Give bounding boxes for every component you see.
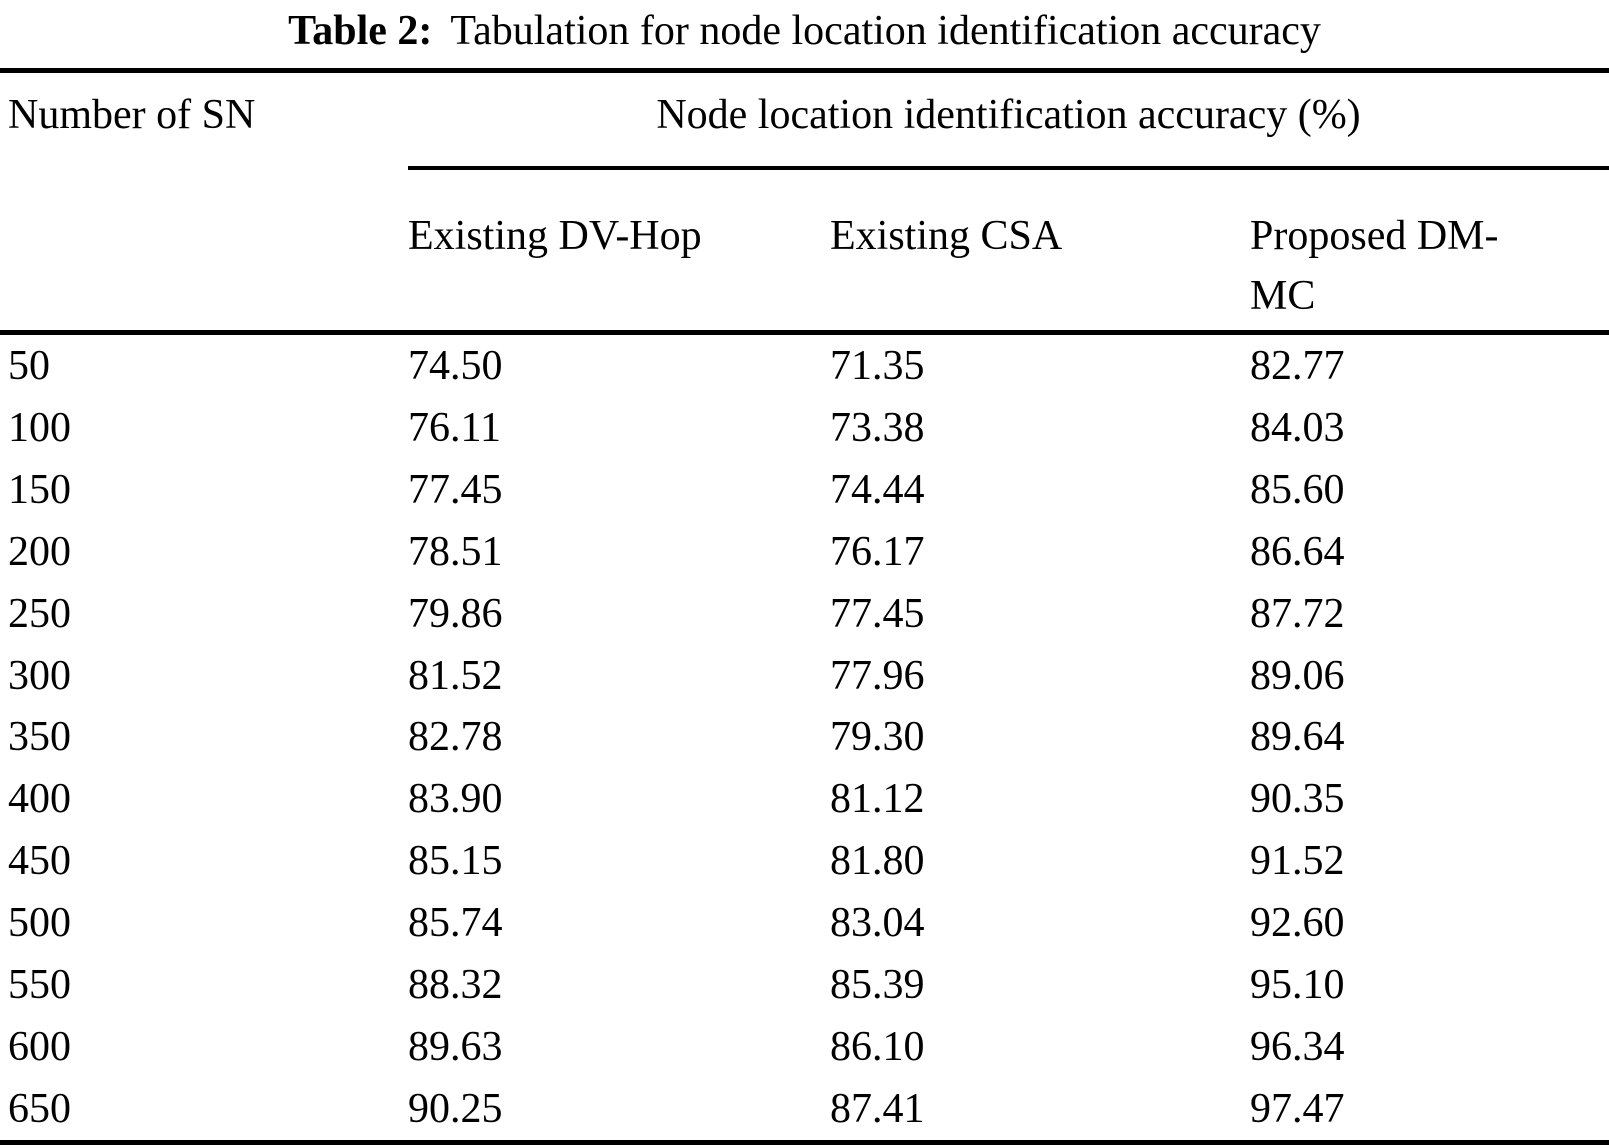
value-cell: 91.52 <box>1250 838 1345 885</box>
row-label-cell: 150 <box>8 466 71 513</box>
row-label-cell: 250 <box>8 590 71 637</box>
row-label-cell: 550 <box>8 962 71 1009</box>
table-row: 400 83.90 81.12 90.35 <box>0 768 1609 830</box>
value-cell: 85.39 <box>830 962 925 1009</box>
value-cell: 87.72 <box>1250 590 1345 637</box>
value-cell: 79.86 <box>408 590 503 637</box>
column-group-header-accuracy: Node location identification accuracy (%… <box>408 73 1609 170</box>
value-cell: 86.10 <box>830 1024 925 1071</box>
value-cell: 77.45 <box>408 466 503 513</box>
subheader-spacer <box>0 170 408 330</box>
value-cell: 89.06 <box>1250 652 1345 699</box>
row-label-cell: 300 <box>8 652 71 699</box>
table-caption: Table 2: Tabulation for node location ide… <box>0 0 1609 68</box>
value-cell: 81.12 <box>830 776 925 823</box>
value-cell: 77.96 <box>830 652 925 699</box>
row-label-cell: 50 <box>8 342 50 389</box>
row-label-cell: 200 <box>8 528 71 575</box>
value-cell: 82.78 <box>408 714 503 761</box>
column-header-proposed-dm-mc: Proposed DM-MC <box>1250 213 1499 319</box>
value-cell: 81.52 <box>408 652 503 699</box>
value-cell: 85.74 <box>408 900 503 947</box>
value-cell: 88.32 <box>408 962 503 1009</box>
table-row: 250 79.86 77.45 87.72 <box>0 583 1609 645</box>
value-cell: 83.90 <box>408 776 503 823</box>
table-row: 200 78.51 76.17 86.64 <box>0 521 1609 583</box>
value-cell: 84.03 <box>1250 404 1345 451</box>
value-cell: 87.41 <box>830 1086 925 1133</box>
value-cell: 82.77 <box>1250 342 1345 389</box>
table-row: 350 82.78 79.30 89.64 <box>0 707 1609 769</box>
table-row: 650 90.25 87.41 97.47 <box>0 1078 1609 1140</box>
table-body: 50 74.50 71.35 82.77 100 76.11 73.38 84.03 150 77… <box>0 335 1609 1140</box>
value-cell: 81.80 <box>830 838 925 885</box>
value-cell: 73.38 <box>830 404 925 451</box>
value-cell: 85.60 <box>1250 466 1345 513</box>
column-header-existing-csa: Existing CSA <box>830 213 1063 259</box>
row-label-cell: 450 <box>8 838 71 885</box>
value-cell: 76.11 <box>408 404 501 451</box>
value-cell: 76.17 <box>830 528 925 575</box>
table-subheader-row: Existing DV-Hop Existing CSA Proposed DM… <box>0 170 1609 330</box>
column-header-existing-dv-hop: Existing DV-Hop <box>408 213 702 259</box>
row-label-cell: 100 <box>8 404 71 451</box>
row-label-cell: 350 <box>8 714 71 761</box>
table-caption-text: Tabulation for node location identificat… <box>450 8 1321 54</box>
value-cell: 90.35 <box>1250 776 1345 823</box>
table-bottom-rule <box>0 1140 1609 1145</box>
table-top-rule <box>0 68 1609 73</box>
row-label-cell: 400 <box>8 776 71 823</box>
column-header-number-of-sn: Number of SN <box>8 92 256 138</box>
table-row: 500 85.74 83.04 92.60 <box>0 892 1609 954</box>
row-label-cell: 600 <box>8 1024 71 1071</box>
row-label-cell: 500 <box>8 900 71 947</box>
value-cell: 74.50 <box>408 342 503 389</box>
value-cell: 85.15 <box>408 838 503 885</box>
value-cell: 90.25 <box>408 1086 503 1133</box>
value-cell: 97.47 <box>1250 1086 1345 1133</box>
table-row: 450 85.15 81.80 91.52 <box>0 830 1609 892</box>
table-caption-label: Table 2: <box>288 8 433 54</box>
table-header-group-row: Number of SN Node location identificatio… <box>0 73 1609 170</box>
table-row: 600 89.63 86.10 96.34 <box>0 1016 1609 1078</box>
value-cell: 74.44 <box>830 466 925 513</box>
value-cell: 96.34 <box>1250 1024 1345 1071</box>
row-label-cell: 650 <box>8 1086 71 1133</box>
value-cell: 79.30 <box>830 714 925 761</box>
table-row: 300 81.52 77.96 89.06 <box>0 645 1609 707</box>
value-cell: 77.45 <box>830 590 925 637</box>
value-cell: 86.64 <box>1250 528 1345 575</box>
value-cell: 89.64 <box>1250 714 1345 761</box>
value-cell: 78.51 <box>408 528 503 575</box>
value-cell: 92.60 <box>1250 900 1345 947</box>
table-row: 100 76.11 73.38 84.03 <box>0 397 1609 459</box>
value-cell: 83.04 <box>830 900 925 947</box>
table-row: 50 74.50 71.35 82.77 <box>0 335 1609 397</box>
value-cell: 95.10 <box>1250 962 1345 1009</box>
table-header-rule <box>0 330 1609 335</box>
value-cell: 89.63 <box>408 1024 503 1071</box>
value-cell: 71.35 <box>830 342 925 389</box>
table-row: 150 77.45 74.44 85.60 <box>0 459 1609 521</box>
table-row: 550 88.32 85.39 95.10 <box>0 954 1609 1016</box>
